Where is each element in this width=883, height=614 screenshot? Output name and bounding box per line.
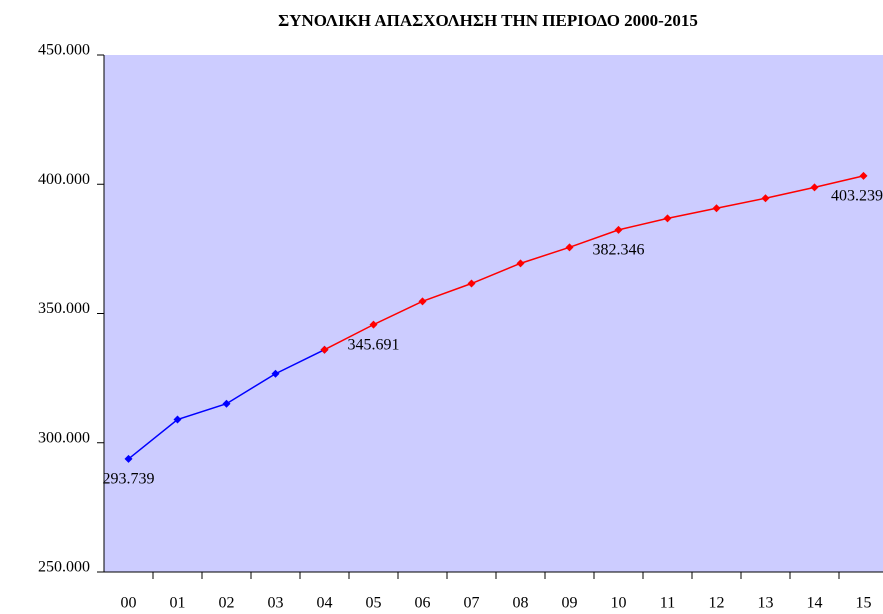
x-tick-label: 10	[611, 595, 627, 612]
marker	[271, 369, 280, 378]
x-tick-label: 03	[268, 595, 284, 612]
x-tick-label: 11	[660, 595, 675, 612]
marker	[369, 320, 378, 329]
marker	[222, 399, 231, 408]
data-label: 382.346	[593, 242, 645, 259]
x-tick-label: 02	[219, 595, 235, 612]
y-tick-label: 350.000	[38, 300, 90, 317]
marker	[712, 204, 721, 213]
x-tick-label: 13	[758, 595, 774, 612]
marker	[467, 279, 476, 288]
y-tick-label: 250.000	[38, 559, 90, 576]
data-label: 293.739	[103, 471, 155, 488]
y-tick-label: 450.000	[38, 42, 90, 59]
marker	[614, 225, 623, 234]
x-tick-label: 14	[807, 595, 823, 612]
x-tick-label: 00	[121, 595, 137, 612]
marker	[173, 415, 182, 424]
plot-area	[104, 55, 883, 572]
marker	[663, 214, 672, 223]
marker	[761, 194, 770, 203]
series-line	[324, 175, 864, 351]
chart-title: ΣΥΝΟΛΙΚΗ ΑΠΑΣΧΟΛΗΣΗ ΤΗΝ ΠΕΡΙΟΔΟ 2000-201…	[278, 11, 698, 30]
y-tick-label: 400.000	[38, 171, 90, 188]
x-tick-label: 08	[513, 595, 529, 612]
y-tick-label: 300.000	[38, 429, 90, 446]
x-tick-label: 05	[366, 595, 382, 612]
marker	[516, 259, 525, 268]
marker	[859, 171, 868, 180]
x-tick-label: 07	[464, 595, 480, 612]
data-label: 345.691	[348, 336, 400, 353]
x-tick-label: 15	[856, 595, 872, 612]
data-label: 403.239	[831, 188, 883, 205]
x-tick-label: 09	[562, 595, 578, 612]
marker	[124, 454, 133, 463]
marker	[565, 243, 574, 252]
marker	[418, 297, 427, 306]
x-tick-label: 04	[317, 595, 333, 612]
marker	[810, 183, 819, 192]
marker	[320, 345, 329, 354]
x-tick-label: 12	[709, 595, 725, 612]
x-tick-label: 01	[170, 595, 186, 612]
x-tick-label: 06	[415, 595, 431, 612]
